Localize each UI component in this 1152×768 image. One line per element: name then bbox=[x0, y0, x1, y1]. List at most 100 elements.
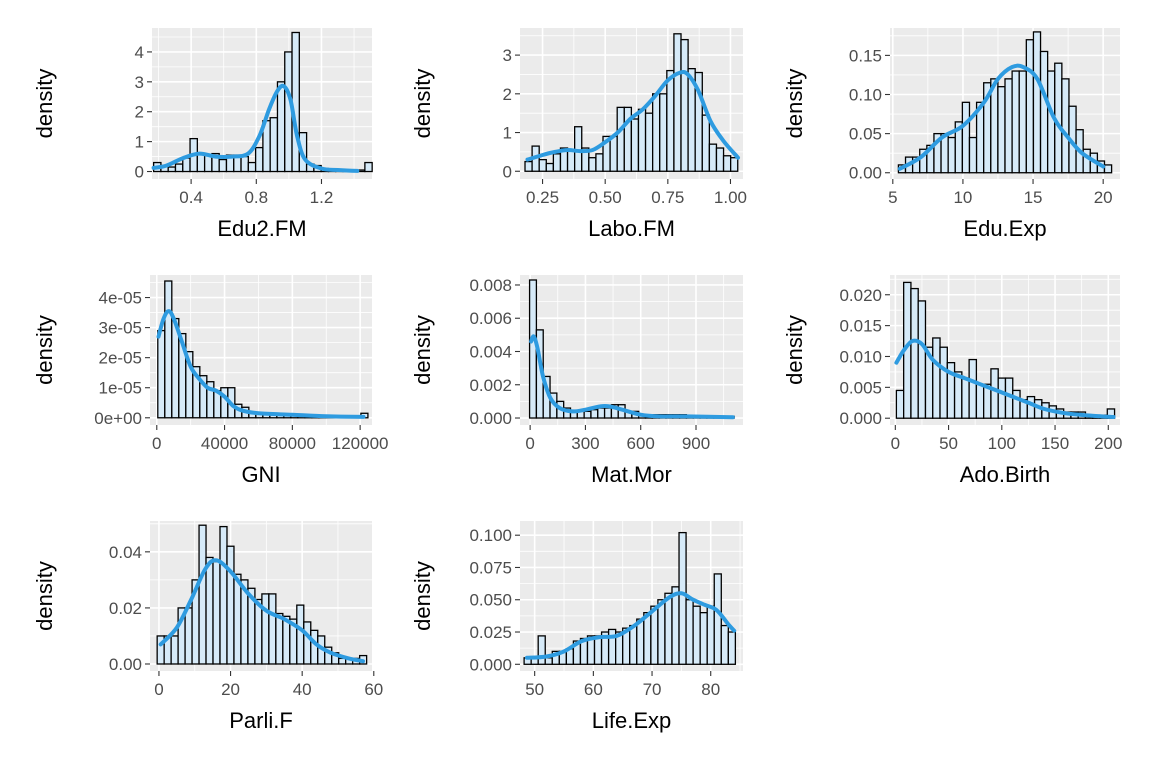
histogram-bar bbox=[296, 604, 305, 665]
histogram-bar bbox=[1026, 395, 1036, 419]
y-tick-label: 0.00 bbox=[109, 655, 142, 674]
histogram-bar bbox=[595, 153, 604, 172]
histogram-bar bbox=[583, 410, 592, 419]
histogram-bar bbox=[699, 612, 708, 665]
density-curve bbox=[525, 69, 740, 162]
histogram-bar bbox=[291, 31, 300, 173]
histogram-bar bbox=[657, 599, 666, 665]
histogram-bar bbox=[1004, 78, 1013, 174]
histogram-bar bbox=[1061, 78, 1070, 174]
y-tick-label: 2e-05 bbox=[99, 349, 142, 368]
y-axis-title: density bbox=[32, 69, 57, 139]
histogram-bar bbox=[544, 657, 553, 665]
y-tick-label: 4e-05 bbox=[99, 289, 142, 308]
histogram-bar bbox=[650, 605, 659, 665]
histogram-bar bbox=[1018, 70, 1027, 174]
histogram-bar bbox=[644, 112, 654, 172]
histogram-bar bbox=[1046, 70, 1056, 174]
y-tick-label: 0.050 bbox=[469, 591, 512, 610]
y-tick-label: 0.15 bbox=[849, 46, 882, 65]
histogram-bar bbox=[910, 287, 919, 419]
y-tick-label: 0.000 bbox=[469, 655, 512, 674]
histogram-bar bbox=[720, 624, 729, 665]
histogram-bar bbox=[269, 117, 279, 173]
histogram-bar bbox=[218, 158, 228, 173]
histogram-bar bbox=[364, 161, 373, 173]
y-tick-label: 0.00 bbox=[849, 164, 882, 183]
x-axis-title: Ado.Birth bbox=[960, 462, 1051, 487]
histogram-bar bbox=[729, 157, 739, 172]
histogram-bar bbox=[184, 607, 193, 665]
y-tick-label: 0.020 bbox=[839, 286, 882, 305]
histogram-bar bbox=[685, 599, 694, 665]
y-axis-title: density bbox=[782, 69, 807, 139]
y-axis-title: density bbox=[410, 561, 435, 631]
x-tick-label: 0.8 bbox=[244, 188, 268, 207]
histogram-bar bbox=[1032, 31, 1042, 174]
x-tick-label: 1.2 bbox=[310, 188, 334, 207]
y-tick-label: 1 bbox=[503, 124, 512, 143]
y-tick-label: 3e-05 bbox=[99, 319, 142, 338]
y-tick-label: 0.000 bbox=[839, 409, 882, 428]
histogram-bar bbox=[706, 605, 715, 665]
histogram-bar bbox=[664, 592, 673, 665]
y-tick-label: 0e+00 bbox=[94, 409, 142, 428]
x-tick-label: 0 bbox=[152, 434, 161, 453]
density-curve bbox=[525, 591, 737, 660]
y-tick-label: 0 bbox=[503, 162, 512, 181]
y-tick-label: 0.02 bbox=[109, 599, 142, 618]
y-tick-label: 2 bbox=[503, 85, 512, 104]
histogram-bar bbox=[528, 279, 538, 419]
x-tick-label: 80 bbox=[701, 680, 720, 699]
histogram-bar bbox=[254, 146, 264, 173]
x-tick-label: 0 bbox=[525, 434, 534, 453]
histogram-bar bbox=[1103, 164, 1113, 174]
y-tick-label: 0.008 bbox=[469, 276, 512, 295]
x-tick-label: 200 bbox=[1094, 434, 1122, 453]
y-tick-label: 0.015 bbox=[839, 317, 882, 336]
y-tick-label: 0.04 bbox=[109, 543, 142, 562]
histogram-bar bbox=[593, 635, 603, 665]
histogram-bar bbox=[680, 38, 689, 172]
density-curve bbox=[529, 334, 735, 420]
histogram-bar bbox=[713, 573, 722, 665]
histogram-bar bbox=[975, 383, 985, 419]
y-tick-label: 4 bbox=[135, 43, 144, 62]
histogram-bar bbox=[212, 561, 221, 665]
x-axis-title: Edu2.FM bbox=[217, 216, 306, 241]
histogram-bar bbox=[174, 163, 184, 173]
histogram-panel-7: 0 20 40 60 0.00 0.02 0.04 Parli.F density bbox=[32, 521, 383, 733]
y-tick-label: 3 bbox=[135, 73, 144, 92]
histogram-bar bbox=[196, 152, 206, 173]
histogram-bar bbox=[643, 612, 652, 665]
histogram-bar bbox=[609, 135, 618, 172]
histogram-bar bbox=[538, 158, 547, 172]
histogram-bar bbox=[588, 157, 597, 172]
histogram-bar bbox=[932, 337, 941, 419]
x-tick-label: 50 bbox=[939, 434, 958, 453]
histogram-panel-1: 0.4 0.8 1.2 0 1 2 3 4 Edu2.FM density bbox=[32, 28, 373, 241]
x-tick-label: 20 bbox=[1094, 188, 1113, 207]
histogram-bar bbox=[961, 101, 971, 174]
y-tick-label: 0.075 bbox=[469, 558, 512, 577]
histogram-bar bbox=[545, 162, 555, 172]
histogram-panel-5: 0 300 600 900 0.000 0.002 0.004 0.006 0.008 Mat.M… bbox=[410, 275, 743, 487]
y-tick-label: 0.05 bbox=[849, 125, 882, 144]
histogram-bar bbox=[997, 86, 1006, 174]
x-axis-title: Parli.F bbox=[229, 708, 293, 733]
histogram-bar bbox=[715, 147, 725, 172]
y-tick-label: 1 bbox=[135, 133, 144, 152]
histogram-bar bbox=[603, 407, 613, 419]
histogram-panel-4: 0 40000 80000 120000 0e+00 1e-05 2e-05 3e-05 4e-… bbox=[32, 275, 389, 487]
histogram-bar bbox=[701, 114, 711, 172]
y-tick-label: 3 bbox=[503, 46, 512, 65]
y-axis-title: density bbox=[32, 315, 57, 385]
histogram-bar bbox=[961, 377, 970, 419]
histogram-bar bbox=[968, 136, 978, 174]
x-tick-label: 20 bbox=[221, 680, 240, 699]
histogram-bar bbox=[198, 524, 207, 665]
y-axis-title: density bbox=[782, 315, 807, 385]
histogram-bar bbox=[205, 556, 214, 665]
y-tick-label: 0.006 bbox=[469, 309, 512, 328]
